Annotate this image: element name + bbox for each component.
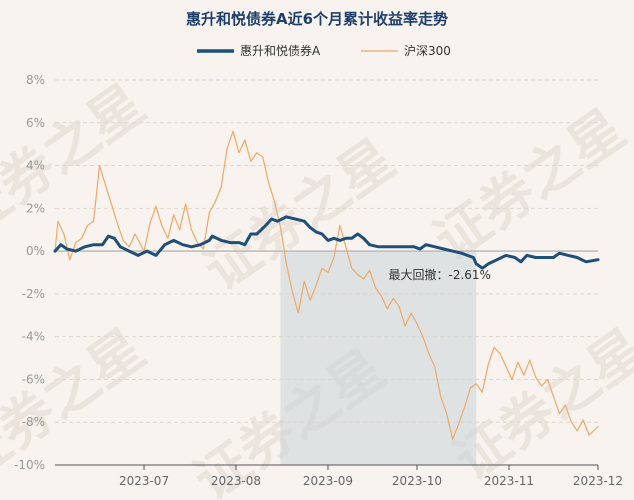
y-axis-ticks: 8% 6% 4% 2% 0% -2% -4% -6% -8% -10% <box>14 73 45 472</box>
legend-label-fund: 惠升和悦债券A <box>240 43 321 58</box>
x-tick-label: 2023-12 <box>573 474 623 488</box>
series-lines <box>53 130 600 440</box>
x-tick-label: 2023-11 <box>484 474 534 488</box>
y-tick-label: 2% <box>26 201 45 215</box>
y-tick-label: -2% <box>22 287 45 301</box>
x-axis-ticks: 2023-07 2023-08 2023-09 2023-10 2023-11 2023-… <box>55 464 623 488</box>
legend-label-index: 沪深300 <box>404 44 451 58</box>
watermark-text: 证券之星 <box>0 72 156 247</box>
y-tick-label: 0% <box>26 244 45 258</box>
max-drawdown-shade <box>280 251 477 465</box>
x-tick-label: 2023-07 <box>119 474 169 488</box>
series-line-fund <box>53 215 600 270</box>
x-tick-label: 2023-08 <box>211 474 261 488</box>
chart-title: 惠升和悦债券A近6个月累计收益率走势 <box>186 10 448 28</box>
y-tick-label: 6% <box>26 116 45 130</box>
watermark-text: 证券之星 <box>423 97 634 272</box>
y-tick-label: 8% <box>26 73 45 87</box>
y-tick-label: 4% <box>26 159 45 173</box>
max-drawdown-label: 最大回撤：-2.61% <box>389 267 491 282</box>
y-tick-label: -10% <box>14 458 45 472</box>
y-tick-label: -4% <box>22 330 45 344</box>
max-drawdown-region <box>280 251 477 465</box>
y-tick-label: -6% <box>22 372 45 386</box>
x-tick-label: 2023-09 <box>303 474 353 488</box>
y-tick-label: -8% <box>22 415 45 429</box>
legend: 惠升和悦债券A 沪深300 <box>197 43 451 58</box>
x-tick-label: 2023-10 <box>392 474 442 488</box>
series-line-index <box>54 130 599 440</box>
